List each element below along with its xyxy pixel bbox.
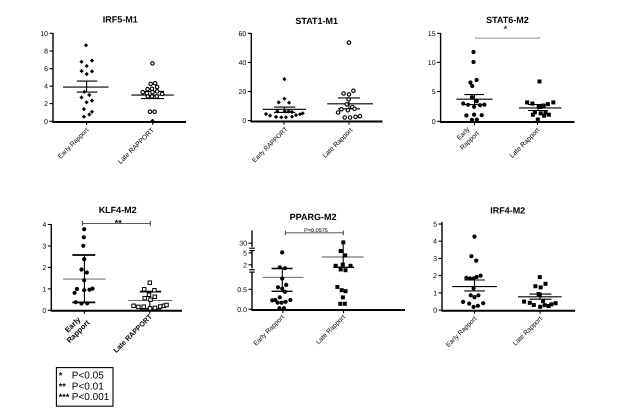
svg-text:1: 1 bbox=[42, 286, 46, 293]
svg-text:5: 5 bbox=[432, 89, 436, 96]
svg-text:10: 10 bbox=[40, 31, 48, 38]
svg-text:15: 15 bbox=[428, 31, 436, 38]
svg-text:60: 60 bbox=[239, 31, 247, 38]
svg-text:0: 0 bbox=[242, 118, 246, 125]
svg-text:STAT1-M1: STAT1-M1 bbox=[295, 16, 338, 26]
svg-text:IRF5-M1: IRF5-M1 bbox=[103, 15, 138, 25]
svg-text:2: 2 bbox=[44, 101, 48, 108]
svg-text:10: 10 bbox=[428, 60, 436, 67]
svg-text:*: * bbox=[59, 371, 63, 381]
svg-text:*: * bbox=[504, 25, 508, 36]
svg-text:6: 6 bbox=[44, 66, 48, 73]
svg-text:0: 0 bbox=[433, 308, 437, 315]
svg-text:40: 40 bbox=[239, 60, 247, 67]
svg-text:2: 2 bbox=[42, 265, 46, 272]
svg-text:4: 4 bbox=[433, 239, 437, 246]
svg-text:0.0: 0.0 bbox=[237, 307, 247, 314]
svg-text:8: 8 bbox=[44, 49, 48, 56]
svg-text:20: 20 bbox=[239, 89, 247, 96]
svg-text:3: 3 bbox=[433, 256, 437, 263]
svg-text:P=0.0575: P=0.0575 bbox=[304, 228, 328, 234]
svg-text:2: 2 bbox=[243, 262, 247, 269]
svg-text:KLF4-M2: KLF4-M2 bbox=[99, 205, 137, 215]
svg-text:0: 0 bbox=[432, 119, 436, 126]
svg-text:1: 1 bbox=[433, 290, 437, 297]
svg-text:P<0.05: P<0.05 bbox=[72, 371, 104, 382]
svg-text:***: *** bbox=[59, 392, 70, 402]
svg-text:0.5: 0.5 bbox=[237, 287, 247, 294]
svg-text:0: 0 bbox=[44, 119, 48, 126]
svg-text:5: 5 bbox=[243, 250, 247, 257]
svg-text:0: 0 bbox=[42, 308, 46, 315]
svg-text:P<0.01: P<0.01 bbox=[72, 381, 104, 392]
svg-text:3: 3 bbox=[42, 244, 46, 251]
svg-text:STAT6-M2: STAT6-M2 bbox=[486, 15, 529, 25]
svg-text:**: ** bbox=[59, 381, 67, 391]
svg-text:PPARG-M2: PPARG-M2 bbox=[290, 212, 337, 222]
svg-text:2: 2 bbox=[433, 273, 437, 280]
svg-text:4: 4 bbox=[42, 222, 46, 229]
svg-text:IRF4-M2: IRF4-M2 bbox=[490, 205, 525, 215]
svg-text:30: 30 bbox=[239, 241, 247, 248]
svg-text:P<0.001: P<0.001 bbox=[72, 392, 110, 403]
svg-text:4: 4 bbox=[44, 84, 48, 91]
svg-text:5: 5 bbox=[433, 222, 437, 229]
